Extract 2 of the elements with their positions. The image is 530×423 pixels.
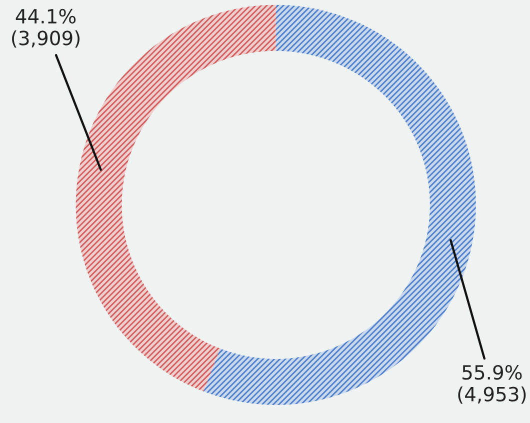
- data-label: 44.1% (3,909): [12, 8, 80, 48]
- data-label: 55.9% (4,953): [458, 365, 526, 404]
